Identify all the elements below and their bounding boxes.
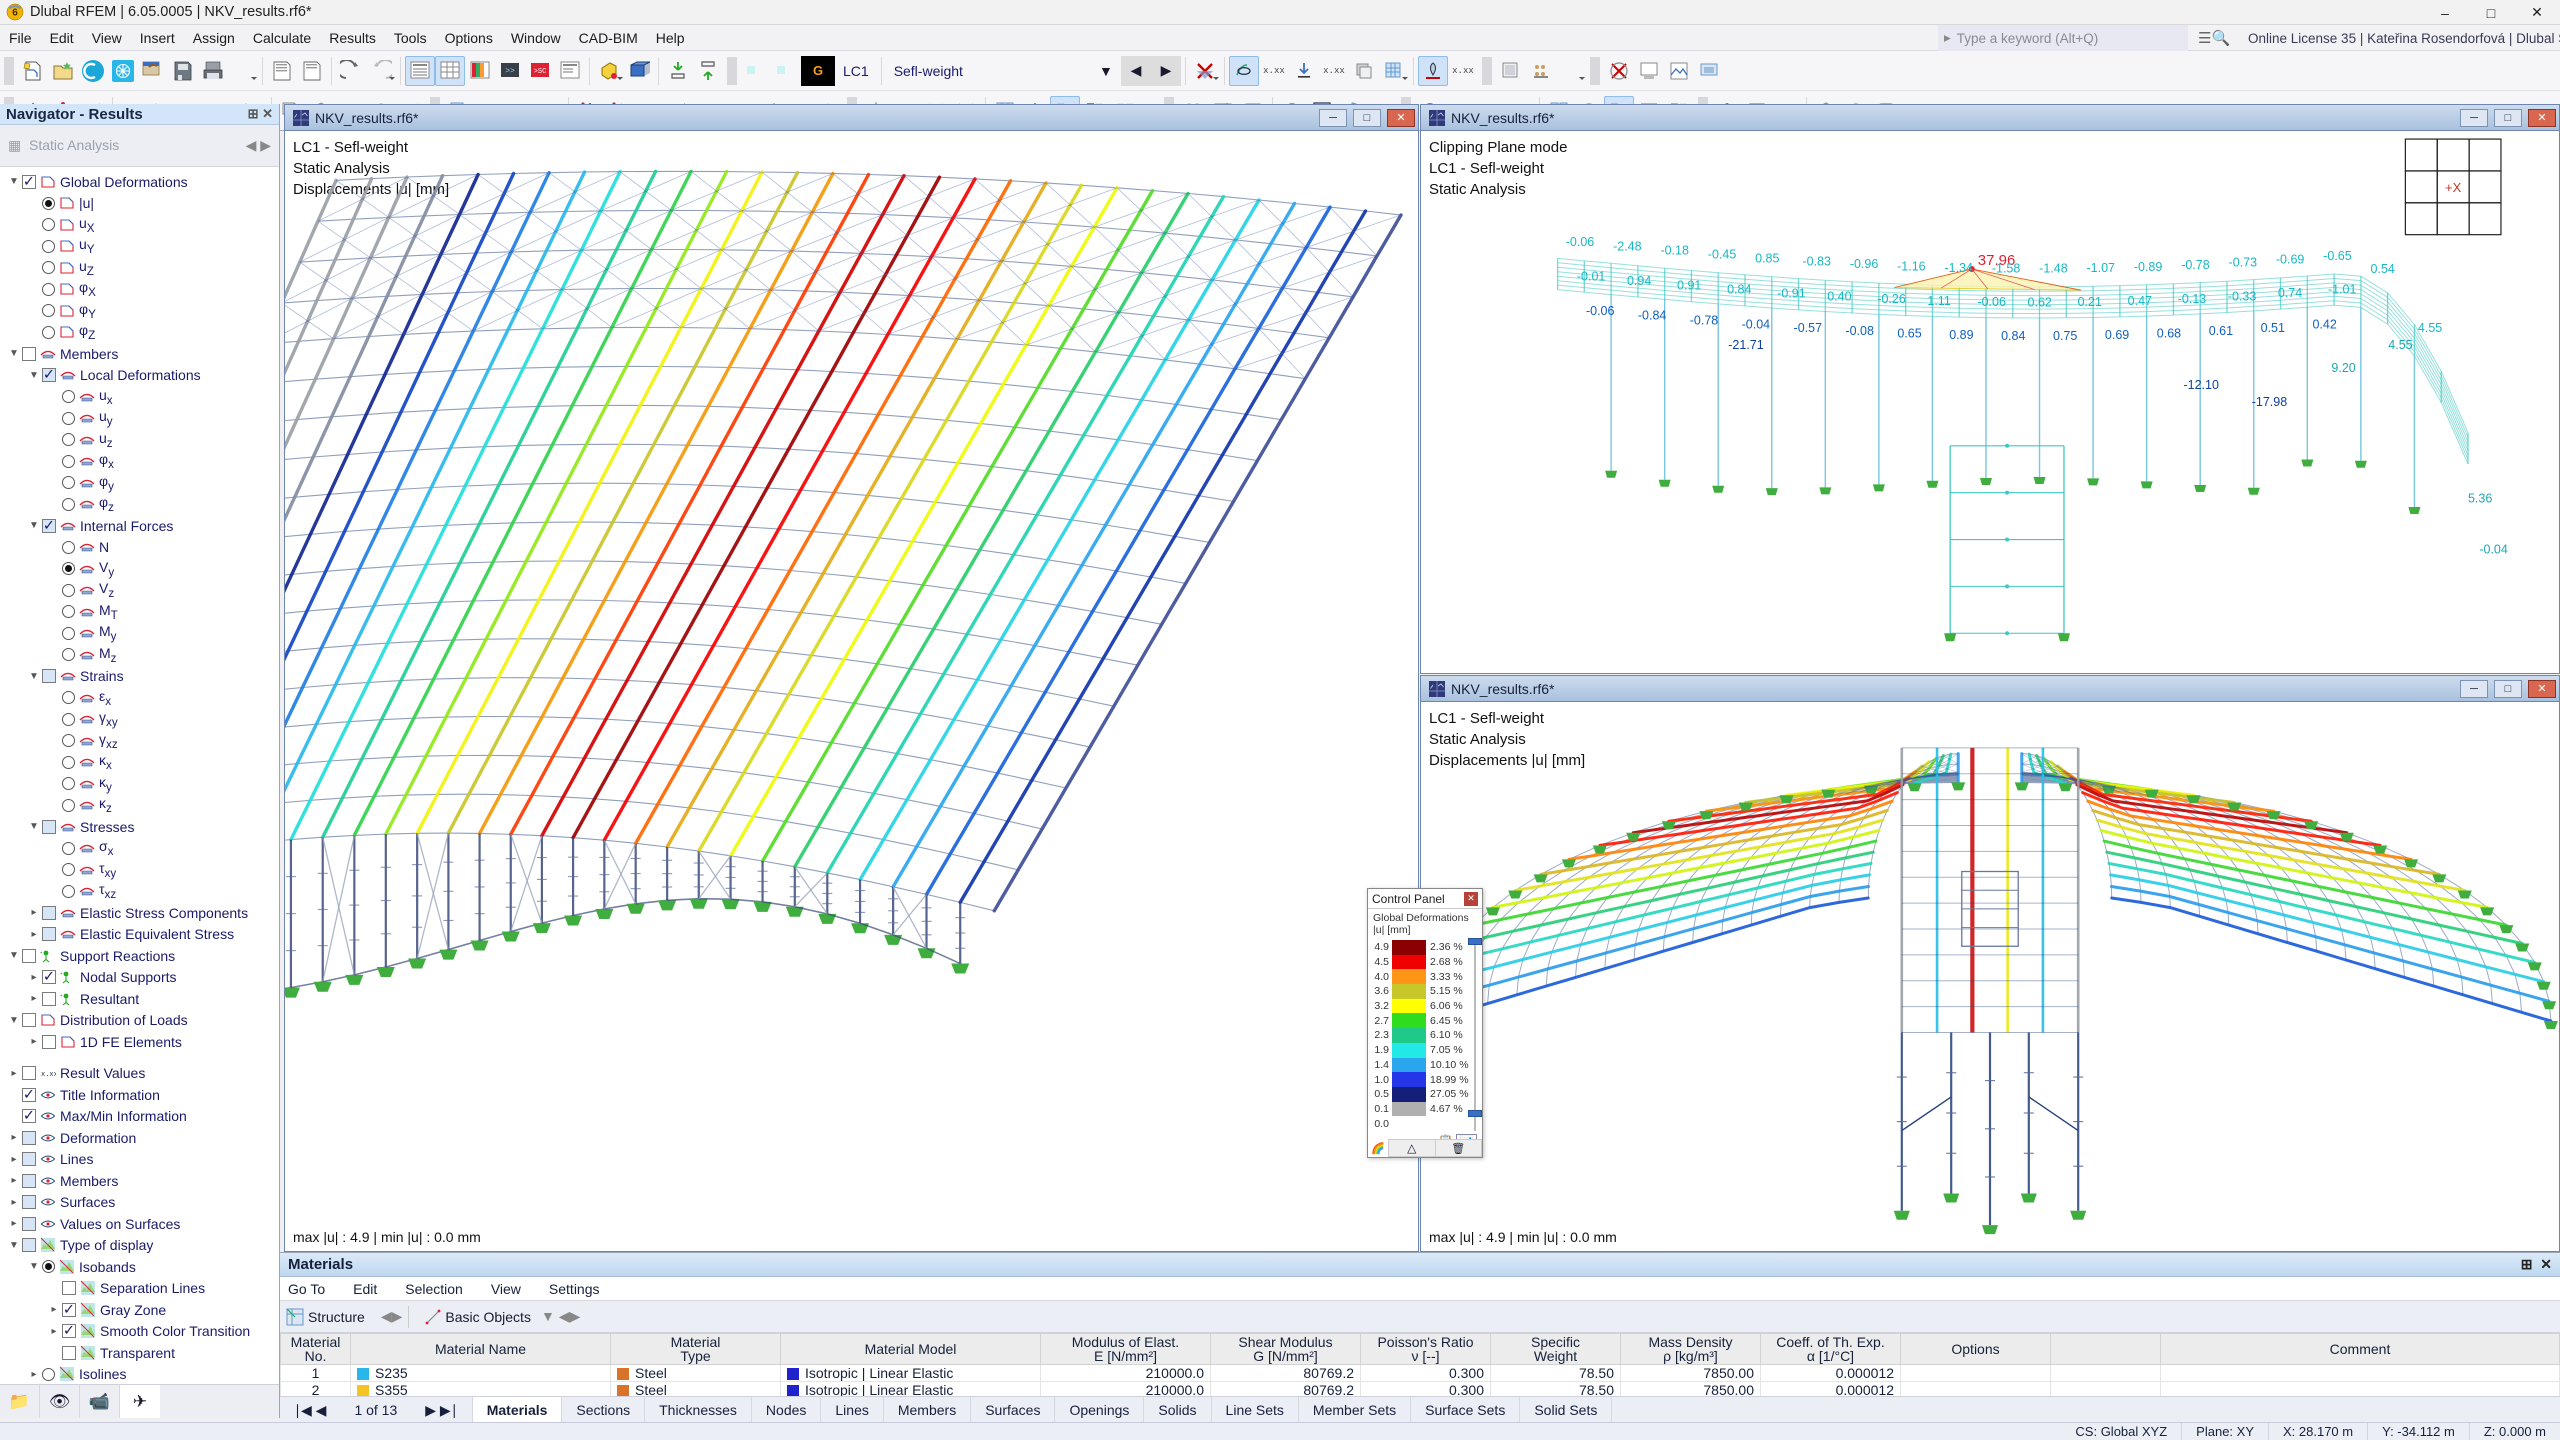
svg-text:6: 6 (12, 8, 18, 19)
svg-text:-17.98: -17.98 (2252, 395, 2287, 409)
svg-text:-1.01: -1.01 (2328, 282, 2357, 296)
svg-text:-0.06: -0.06 (1977, 295, 2006, 309)
svg-text:-0.04: -0.04 (1742, 317, 1771, 331)
svg-text:-0.65: -0.65 (2323, 249, 2352, 263)
svg-text:-1.34: -1.34 (1944, 261, 1973, 275)
svg-text:4.55: 4.55 (2418, 321, 2442, 335)
svg-text:-0.73: -0.73 (2229, 256, 2258, 270)
svg-text:-1.07: -1.07 (2087, 261, 2116, 275)
svg-text:-0.91: -0.91 (1777, 286, 1806, 300)
svg-text:0.84: 0.84 (2001, 329, 2025, 343)
svg-text:0.68: 0.68 (2157, 326, 2181, 340)
svg-text:-0.06: -0.06 (1566, 235, 1595, 249)
svg-text:-0.01: -0.01 (1577, 270, 1606, 284)
svg-text:-2.48: -2.48 (1613, 239, 1642, 253)
svg-text:1.11: 1.11 (1927, 294, 1950, 308)
svg-text:0.42: 0.42 (2312, 317, 2336, 331)
svg-text:-0.83: -0.83 (1802, 255, 1831, 269)
svg-text:-0.78: -0.78 (1690, 313, 1719, 327)
svg-text:0.21: 0.21 (2078, 295, 2102, 309)
svg-text:0.85: 0.85 (1755, 251, 1779, 265)
svg-text:-0.08: -0.08 (1845, 324, 1874, 338)
svg-text:5.36: 5.36 (2468, 492, 2492, 506)
svg-text:-0.69: -0.69 (2276, 253, 2305, 267)
svg-text:9.20: 9.20 (2331, 361, 2355, 375)
svg-text:0.47: 0.47 (2128, 294, 2152, 308)
svg-text:0.91: 0.91 (1677, 279, 1701, 293)
svg-text:-0.33: -0.33 (2228, 289, 2257, 303)
svg-text:0.75: 0.75 (2053, 329, 2077, 343)
svg-text:-0.96: -0.96 (1850, 257, 1879, 271)
svg-text:-12.10: -12.10 (2183, 378, 2218, 392)
svg-text:x.xx: x.xx (41, 1071, 56, 1079)
svg-text:>>: >> (505, 67, 515, 76)
svg-text:-0.89: -0.89 (2134, 260, 2163, 274)
svg-text:-1.16: -1.16 (1897, 259, 1926, 273)
svg-text:-0.26: -0.26 (1877, 292, 1906, 306)
svg-text:0.89: 0.89 (1949, 328, 1973, 342)
svg-text:4.55: 4.55 (2388, 338, 2412, 352)
svg-text:0.74: 0.74 (2278, 286, 2302, 300)
svg-text:-0.78: -0.78 (2181, 258, 2210, 272)
svg-text:-0.84: -0.84 (1638, 309, 1667, 323)
svg-text:0.65: 0.65 (1897, 326, 1921, 340)
svg-text:-0.13: -0.13 (2178, 292, 2207, 306)
svg-text:0.62: 0.62 (2028, 295, 2052, 309)
svg-text:-0.57: -0.57 (1794, 321, 1823, 335)
svg-text:-0.06: -0.06 (1586, 304, 1615, 318)
svg-text:0.54: 0.54 (2371, 262, 2395, 276)
svg-text:-0.04: -0.04 (2479, 543, 2508, 557)
svg-text:-1.58: -1.58 (1992, 262, 2021, 276)
svg-text:0.61: 0.61 (2209, 324, 2233, 338)
svg-text:-0.45: -0.45 (1708, 248, 1737, 262)
svg-text:0.69: 0.69 (2105, 328, 2129, 342)
svg-text:>SC: >SC (534, 68, 547, 76)
svg-text:0.51: 0.51 (2261, 321, 2285, 335)
svg-text:-1.48: -1.48 (2039, 262, 2068, 276)
svg-text:-0.18: -0.18 (1660, 244, 1689, 258)
svg-text:0.94: 0.94 (1627, 274, 1651, 288)
svg-text:+X: +X (2445, 180, 2462, 195)
svg-text:-21.71: -21.71 (1728, 338, 1763, 352)
svg-text:0.40: 0.40 (1827, 289, 1851, 303)
svg-text:0.84: 0.84 (1727, 283, 1751, 297)
